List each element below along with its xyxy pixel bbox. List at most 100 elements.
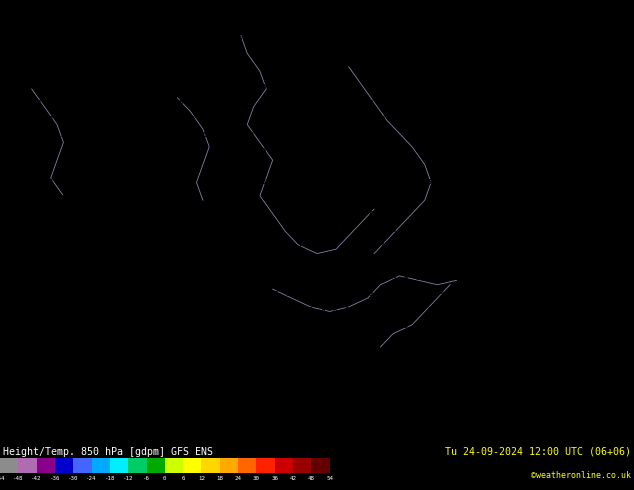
- Text: 7: 7: [309, 212, 313, 218]
- Text: 6: 6: [84, 323, 88, 329]
- Text: 9: 9: [273, 435, 278, 441]
- Text: 8: 8: [451, 131, 455, 138]
- Text: 10: 10: [449, 371, 458, 377]
- Text: 3: 3: [60, 131, 65, 138]
- Text: 9: 9: [546, 164, 550, 170]
- Text: 5: 5: [131, 84, 136, 90]
- Text: 10: 10: [544, 227, 552, 233]
- Text: 18: 18: [216, 476, 223, 481]
- Text: 5: 5: [155, 244, 159, 249]
- Text: 13: 13: [626, 419, 634, 425]
- Text: 9: 9: [404, 340, 408, 345]
- Text: 5: 5: [155, 20, 159, 25]
- Text: 5: 5: [37, 323, 41, 329]
- Text: 4: 4: [238, 212, 242, 218]
- Text: 12: 12: [591, 419, 600, 425]
- Text: 9: 9: [617, 3, 621, 10]
- Text: 6: 6: [131, 275, 136, 281]
- Text: 6: 6: [321, 36, 325, 42]
- Text: 9: 9: [415, 387, 420, 393]
- Text: 2: 2: [13, 36, 17, 42]
- Text: 3: 3: [25, 131, 29, 138]
- Text: 4: 4: [84, 196, 88, 201]
- Text: 10: 10: [603, 20, 611, 25]
- Text: 9: 9: [392, 292, 396, 297]
- Text: 7: 7: [167, 419, 171, 425]
- Text: 6: 6: [344, 36, 349, 42]
- Text: 9: 9: [522, 68, 526, 74]
- Text: 10: 10: [615, 196, 623, 201]
- Text: 8: 8: [415, 99, 420, 105]
- Text: 10: 10: [449, 292, 458, 297]
- Text: 10: 10: [591, 36, 600, 42]
- Text: 10: 10: [591, 212, 600, 218]
- Text: 10: 10: [603, 179, 611, 186]
- Text: 5: 5: [179, 131, 183, 138]
- Text: 5: 5: [72, 179, 76, 186]
- Text: 3: 3: [60, 51, 65, 58]
- Text: 5: 5: [48, 340, 53, 345]
- Text: 7: 7: [368, 36, 372, 42]
- Text: 4: 4: [226, 227, 230, 233]
- Text: 10: 10: [555, 212, 564, 218]
- Text: 11: 11: [520, 403, 529, 409]
- Text: 10: 10: [532, 227, 540, 233]
- Text: 5: 5: [179, 99, 183, 105]
- Text: 7: 7: [404, 36, 408, 42]
- Text: 10: 10: [555, 259, 564, 266]
- Text: 5: 5: [214, 20, 219, 25]
- Text: 12: 12: [603, 340, 611, 345]
- Text: 5: 5: [191, 68, 195, 74]
- Text: 5: 5: [191, 147, 195, 153]
- Text: 10: 10: [591, 196, 600, 201]
- Text: 6: 6: [250, 131, 254, 138]
- Text: 5: 5: [167, 147, 171, 153]
- Text: 6: 6: [108, 259, 112, 266]
- Text: 5: 5: [167, 99, 171, 105]
- Text: 6: 6: [143, 307, 148, 314]
- Text: 7: 7: [143, 419, 148, 425]
- Text: 6: 6: [119, 387, 124, 393]
- Text: 10: 10: [508, 227, 517, 233]
- Text: 5: 5: [48, 323, 53, 329]
- Text: 10: 10: [615, 20, 623, 25]
- Text: 2: 2: [13, 51, 17, 58]
- Text: 9: 9: [404, 244, 408, 249]
- Text: 8: 8: [427, 116, 432, 122]
- Text: 7: 7: [392, 36, 396, 42]
- Text: 5: 5: [214, 36, 219, 42]
- Text: 6: 6: [262, 68, 266, 74]
- Text: 4: 4: [1, 244, 5, 249]
- Text: 7: 7: [273, 307, 278, 314]
- Text: 8: 8: [451, 84, 455, 90]
- Text: 9: 9: [510, 68, 515, 74]
- Text: 5: 5: [238, 244, 242, 249]
- Text: 12: 12: [603, 387, 611, 393]
- Text: 4: 4: [179, 212, 183, 218]
- Text: 9: 9: [380, 259, 384, 266]
- Text: 11: 11: [603, 259, 611, 266]
- Text: 11: 11: [496, 371, 505, 377]
- Text: 8: 8: [309, 292, 313, 297]
- Text: 8: 8: [321, 292, 325, 297]
- Text: 5: 5: [131, 147, 136, 153]
- Text: 12: 12: [579, 371, 588, 377]
- Text: 7: 7: [321, 131, 325, 138]
- Text: 3: 3: [60, 20, 65, 25]
- Text: 4: 4: [143, 179, 148, 186]
- Text: 7: 7: [415, 36, 420, 42]
- Text: 10: 10: [449, 323, 458, 329]
- Text: 8: 8: [439, 51, 443, 58]
- Text: 10: 10: [437, 371, 446, 377]
- Text: 7: 7: [179, 387, 183, 393]
- Text: 5: 5: [238, 84, 242, 90]
- Text: 5: 5: [48, 307, 53, 314]
- Text: 2: 2: [13, 20, 17, 25]
- Text: 5: 5: [167, 244, 171, 249]
- Text: 10: 10: [603, 131, 611, 138]
- Text: 10: 10: [555, 147, 564, 153]
- Text: 6: 6: [13, 435, 17, 441]
- Text: 5: 5: [108, 212, 112, 218]
- Text: 6: 6: [84, 355, 88, 361]
- Text: 8: 8: [427, 51, 432, 58]
